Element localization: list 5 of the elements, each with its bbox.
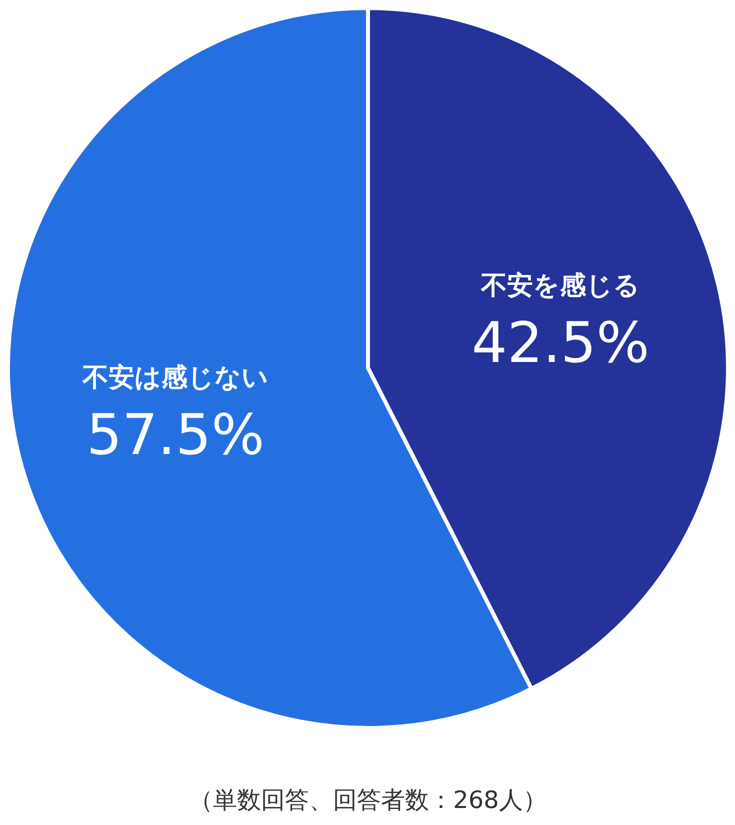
data-label: 42.5% (472, 310, 650, 376)
slice-label: 不安を感じる (480, 270, 640, 301)
text: （単数回答、回答者数：268人） (189, 786, 547, 814)
data-label: 57.5% (86, 403, 264, 468)
slice-label: 不安は感じない (81, 363, 268, 394)
